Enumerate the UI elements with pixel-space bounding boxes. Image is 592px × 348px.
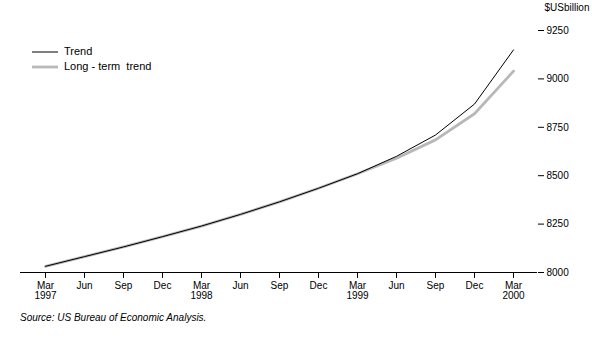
html-text:Long - term trend: Long - term trend xyxy=(64,60,152,72)
svg-text:8000: 8000 xyxy=(547,267,570,278)
svg-text:Dec: Dec xyxy=(466,280,484,291)
svg-text:9250: 9250 xyxy=(547,25,570,36)
svg-text:Jun: Jun xyxy=(76,280,92,291)
svg-text:Mar2000: Mar2000 xyxy=(502,280,525,301)
svg-text:Dec: Dec xyxy=(310,280,328,291)
svg-text:Jun: Jun xyxy=(232,280,248,291)
svg-text:Mar1999: Mar1999 xyxy=(346,280,369,301)
svg-text:Dec: Dec xyxy=(154,280,172,291)
svg-text:Mar1998: Mar1998 xyxy=(190,280,213,301)
svg-text:Sep: Sep xyxy=(271,280,289,291)
svg-text:$USbillion: $USbillion xyxy=(544,2,589,13)
svg-text:8250: 8250 xyxy=(547,218,570,229)
svg-text:Sep: Sep xyxy=(427,280,445,291)
svg-text:9000: 9000 xyxy=(547,73,570,84)
svg-text:Mar1997: Mar1997 xyxy=(34,280,57,301)
svg-text:Sep: Sep xyxy=(115,280,133,291)
html-text:Trend: Trend xyxy=(64,45,93,57)
svg-text:8500: 8500 xyxy=(547,170,570,181)
svg-text:8750: 8750 xyxy=(547,122,570,133)
html-text:Source: US Bureau of Economic: Source: US Bureau of Economic Analysis. xyxy=(20,312,207,323)
svg-text:Jun: Jun xyxy=(388,280,404,291)
